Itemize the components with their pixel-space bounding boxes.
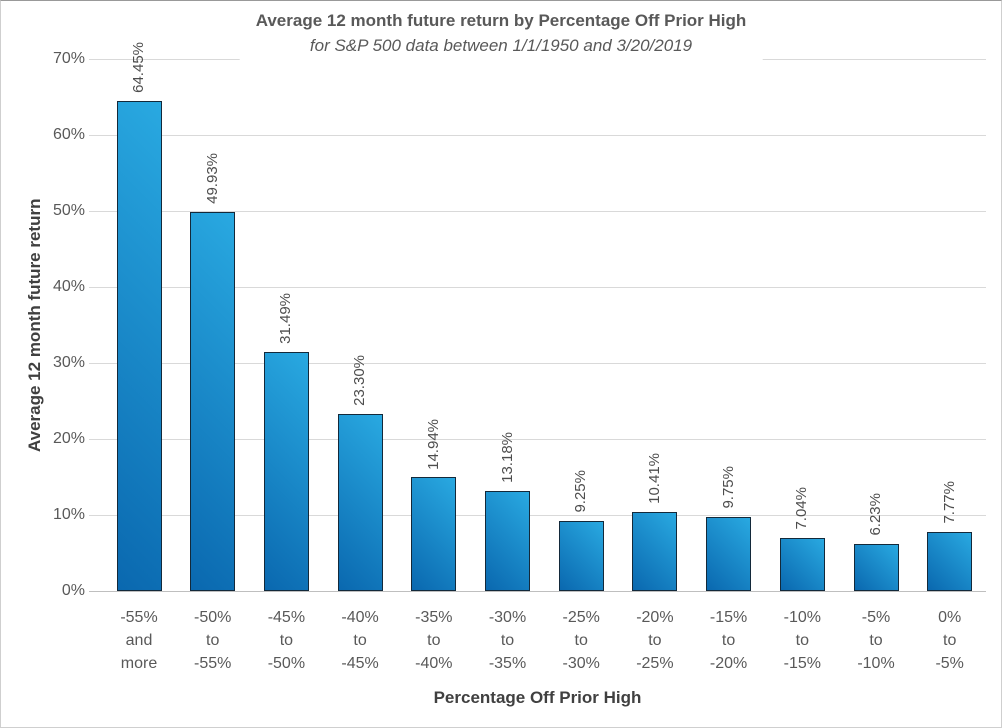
x-axis-category-label: -35% to -40% — [415, 609, 453, 672]
gridline — [89, 210, 986, 212]
gridline — [89, 438, 986, 440]
x-axis-category-label: -45% to -50% — [267, 609, 306, 672]
x-axis-category-label: -30% to -35% — [488, 609, 527, 672]
bar-value-label: 64.45% — [130, 42, 147, 94]
bar-value-label: 9.75% — [719, 466, 737, 509]
y-axis-tick-label: 40% — [52, 278, 85, 295]
plot-area: 64.45% 49.93% 31.49% 23.30% 14.94% 13.18% 9.25… — [89, 42, 986, 592]
x-axis-category-label: -5% to -10% — [857, 609, 895, 672]
x-axis-category-label: -50% to -55% — [194, 609, 232, 672]
y-axis-tick-label: 30% — [52, 354, 85, 371]
gridline — [89, 286, 986, 288]
bar — [779, 537, 825, 591]
y-axis-tick-label: 20% — [52, 430, 85, 447]
x-axis-labels: -55% and more -50% to -55% -45% to -50% -40… — [89, 606, 986, 684]
x-axis-category-label: -40% to -45% — [341, 609, 379, 672]
bar-value-label: 23.30% — [351, 355, 369, 406]
chart-title-block: Average 12 month future return by Percen… — [239, 6, 763, 62]
y-axis-tick-label: 0% — [61, 582, 85, 599]
bar — [632, 511, 678, 591]
bar — [411, 477, 457, 591]
bar-value-label: 6.23% — [867, 493, 884, 536]
bar-value-label: 9.25% — [572, 470, 590, 513]
bar-value-label: 13.18% — [498, 431, 516, 483]
y-axis-tick-label: 60% — [52, 126, 85, 143]
gridline — [89, 514, 986, 516]
y-axis-tick-label: 10% — [52, 506, 85, 523]
bar — [706, 516, 752, 591]
bar-value-label: 7.77% — [940, 481, 958, 524]
bar — [558, 520, 604, 591]
x-axis-line — [89, 590, 986, 592]
bar-value-label: 31.49% — [277, 292, 295, 344]
chart-subtitle: for S&P 500 data between 1/1/1950 and 3/… — [309, 36, 693, 55]
bar — [853, 543, 899, 591]
bar — [190, 211, 236, 591]
bar-value-label: 10.41% — [645, 453, 663, 504]
bar-value-label: 7.04% — [793, 486, 811, 530]
x-axis-category-label: 0% to -5% — [935, 609, 964, 672]
x-axis-category-label: -20% to -25% — [636, 609, 674, 672]
bar — [927, 531, 973, 591]
x-axis-category-label: -15% to -20% — [709, 609, 748, 672]
bar-value-label: 49.93% — [203, 152, 221, 204]
x-axis-category-label: -55% and more — [120, 609, 158, 672]
x-axis-title: Percentage Off Prior High — [433, 688, 642, 707]
bar — [116, 101, 162, 591]
bar-value-label: 14.94% — [424, 418, 442, 470]
gridline — [89, 362, 986, 364]
y-axis-tick-label: 70% — [52, 50, 85, 67]
chart-title: Average 12 month future return by Percen… — [255, 11, 747, 30]
y-axis-tick-label: 50% — [52, 202, 85, 219]
x-axis-category-label: -25% to -30% — [562, 609, 600, 672]
bar — [337, 413, 383, 591]
gridline — [89, 134, 986, 136]
bar — [263, 351, 309, 591]
x-axis-category-label: -10% to -15% — [783, 609, 821, 672]
bar — [485, 490, 530, 591]
